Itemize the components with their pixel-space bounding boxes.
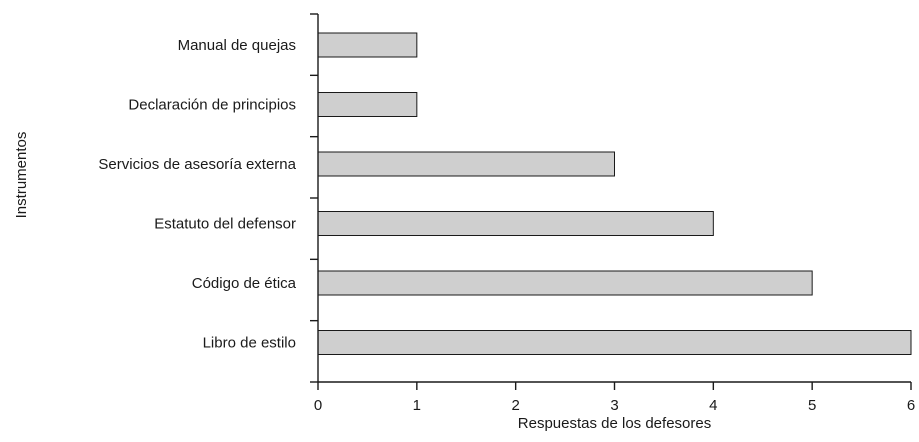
category-label: Manual de quejas	[178, 37, 296, 54]
bar-1	[317, 32, 418, 58]
x-tick-label: 5	[808, 397, 816, 414]
axis-layer	[317, 14, 911, 383]
ticks-layer	[310, 13, 912, 390]
x-tick-label: 6	[907, 397, 915, 414]
bar-4	[317, 211, 714, 236]
category-label: Libro de estilo	[203, 335, 296, 352]
bar-3	[317, 151, 615, 177]
x-axis-title: Respuestas de los defesores	[518, 415, 711, 432]
bar-6	[317, 330, 912, 355]
x-tick-label: 0	[314, 397, 322, 414]
category-label: Código de ética	[192, 275, 297, 292]
y-axis-title: Instrumentos	[13, 132, 30, 219]
category-label: Estatuto del defensor	[154, 216, 296, 233]
bar-2	[317, 92, 418, 117]
x-tick-label: 4	[709, 397, 717, 414]
x-tick-label: 2	[511, 397, 519, 414]
x-tick-label: 1	[413, 397, 421, 414]
bars-layer	[317, 32, 912, 355]
x-tick-label: 3	[610, 397, 618, 414]
labels-layer: Manual de quejas Declaración de principio…	[98, 37, 915, 414]
category-label: Servicios de asesoría externa	[98, 156, 296, 173]
category-label: Declaración de principios	[128, 97, 296, 114]
bar-5	[317, 270, 813, 296]
